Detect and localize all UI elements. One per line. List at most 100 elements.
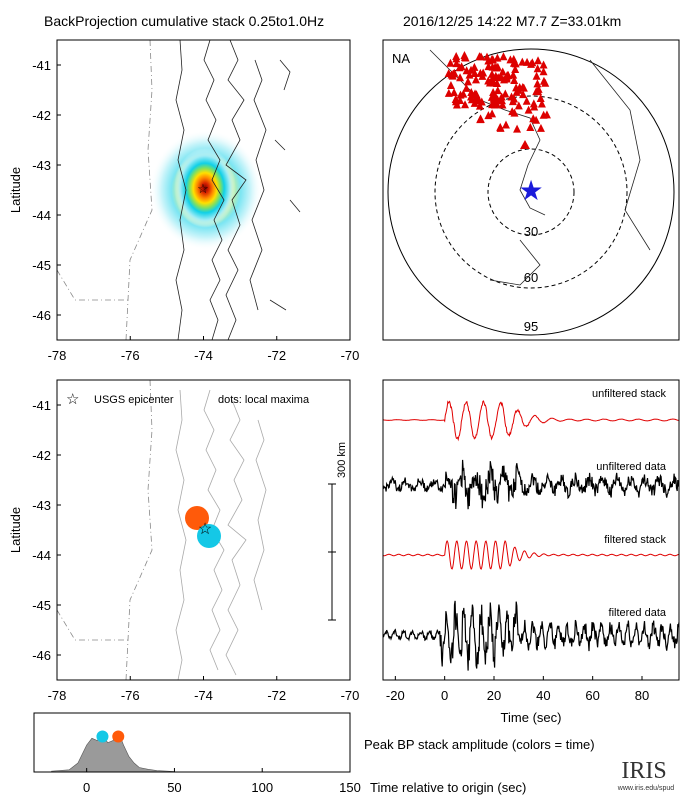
station-triangle (464, 77, 473, 86)
bp-map-axes: -78 -76 -74 -72 -70 -41 -42 -43 -44 -45 -46 (32, 58, 359, 363)
axesA-xtick-0: -78 (48, 348, 67, 363)
filtered-data-trace (383, 600, 679, 671)
station-triangle (501, 120, 510, 129)
station-map-epicenter-star: ★ (518, 175, 543, 206)
traces-xtick-2: 20 (487, 688, 501, 703)
peak-xtick-1: 50 (167, 780, 181, 795)
station-triangle (488, 54, 497, 63)
station-triangle (456, 95, 465, 104)
axesA-ytick-4: -45 (32, 258, 51, 273)
ring-label-30: 30 (524, 224, 538, 239)
axesA-xtick-1: -76 (121, 348, 140, 363)
filtered-stack-trace (383, 539, 679, 570)
station-triangle (503, 70, 512, 79)
ring-label-95: 95 (524, 319, 538, 334)
station-triangle (515, 82, 524, 91)
peak-xtick-3: 150 (339, 780, 361, 795)
peak-xtick-0: 0 (83, 780, 90, 795)
traces-axes: -20 0 20 40 60 80 (386, 676, 649, 703)
axesA-ytick-3: -44 (32, 208, 51, 223)
station-triangle (484, 76, 493, 85)
axesC-xtick-2: -74 (194, 688, 213, 703)
bp-epicenter-star: ☆ (197, 181, 209, 196)
right-title: 2016/12/25 14:22 M7.7 Z=33.01km (403, 13, 622, 29)
peak-frame (33, 712, 351, 773)
station-triangle (452, 59, 461, 68)
label-unfiltered-stack: unfiltered stack (592, 388, 666, 400)
station-triangle (452, 54, 461, 63)
bp-map-plot (57, 40, 301, 340)
station-triangle (477, 52, 486, 61)
maxima-dot-early (185, 506, 209, 530)
legend-star-icon: ☆ (66, 391, 79, 408)
station-triangle (496, 122, 505, 131)
bp-hotspot (174, 148, 236, 228)
station-triangle (526, 122, 535, 131)
traces-xtick-1: 0 (441, 688, 448, 703)
peak-maxima-dot (112, 730, 125, 743)
station-triangle (462, 66, 471, 75)
peak-xlabel: Time relative to origin (sec) (370, 780, 526, 795)
station-triangle (492, 63, 501, 72)
label-unfiltered-data: unfiltered data (596, 461, 667, 473)
station-map-frame (382, 39, 680, 341)
station-triangle (534, 56, 543, 65)
station-triangle (452, 100, 461, 109)
axesC-ytick-4: -45 (32, 598, 51, 613)
traces-xlabel: Time (sec) (501, 710, 562, 725)
maxima-epicenter-star: ☆ (198, 521, 212, 538)
legend-dots-label: dots: local maxima (218, 394, 310, 406)
station-triangle (457, 62, 466, 71)
axesC-ytick-3: -44 (32, 548, 51, 563)
station-triangle (536, 123, 545, 132)
station-triangle (522, 96, 531, 105)
station-triangle (542, 110, 551, 119)
station-triangle (498, 100, 507, 109)
axesC-ytick-1: -42 (32, 448, 51, 463)
station-triangle (478, 71, 487, 80)
station-triangle (508, 97, 517, 106)
ring-label-60: 60 (524, 270, 538, 285)
station-triangle (488, 109, 497, 118)
station-triangle (447, 70, 456, 79)
station-triangle (484, 62, 493, 71)
array-label: NA (392, 51, 410, 66)
station-triangle (520, 140, 530, 149)
station-triangle (461, 100, 470, 109)
station-triangle (519, 90, 528, 99)
station-triangle (491, 92, 500, 101)
station-triangle (536, 94, 545, 103)
axesC-ytick-5: -46 (32, 648, 51, 663)
station-triangle (530, 102, 539, 111)
station-triangle (539, 76, 548, 85)
station-triangle (471, 75, 480, 84)
station-triangle (514, 101, 523, 110)
legend-star-label: USGS epicenter (94, 394, 174, 406)
axesC-xtick-0: -78 (48, 688, 67, 703)
station-triangle (524, 105, 533, 114)
station-triangle (483, 52, 492, 61)
unfiltered-stack-trace (383, 400, 679, 442)
axesA-xtick-4: -70 (341, 348, 360, 363)
axesA-xtick-3: -72 (267, 348, 286, 363)
station-triangle (466, 92, 475, 101)
station-triangle (489, 78, 498, 87)
station-triangle (510, 75, 519, 84)
station-triangle (508, 107, 517, 116)
station-triangle (487, 69, 496, 78)
axesC-xtick-3: -72 (267, 688, 286, 703)
label-filtered-stack: filtered stack (604, 534, 666, 546)
station-triangle (509, 70, 518, 79)
label-filtered-data: filtered data (609, 607, 667, 619)
axesC-ytick-0: -41 (32, 398, 51, 413)
station-triangle (499, 52, 508, 61)
station-triangle (537, 99, 546, 108)
station-triangle (533, 64, 542, 73)
traces-frame (382, 379, 680, 681)
station-triangle (450, 88, 459, 97)
bp-map-ylabel: Latitude (8, 167, 23, 213)
traces-xtick-5: 80 (635, 688, 649, 703)
unfiltered-data-trace (383, 459, 679, 510)
traces-plot (383, 400, 679, 671)
